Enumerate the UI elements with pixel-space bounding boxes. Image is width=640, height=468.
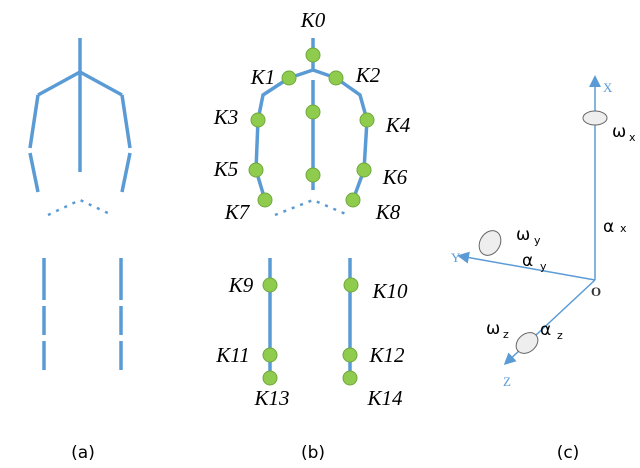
keypoint-label: K12 bbox=[368, 343, 405, 367]
figure: K0 K1 K2 K3 K4 K5 K6 K7 K8 K9 K10 K11 K1… bbox=[0, 0, 640, 468]
keypoint bbox=[343, 348, 357, 362]
keypoint-label: K14 bbox=[366, 386, 403, 410]
keypoint bbox=[357, 163, 371, 177]
stick-figure bbox=[30, 38, 130, 370]
caption: (a) bbox=[71, 443, 95, 463]
keypoint bbox=[343, 371, 357, 385]
alpha-label: α bbox=[522, 251, 533, 271]
keypoint-label: K0 bbox=[300, 8, 326, 32]
keypoint bbox=[344, 278, 358, 292]
keypoint bbox=[263, 371, 277, 385]
rotation-icon bbox=[475, 227, 505, 260]
keypoint-label: K9 bbox=[228, 273, 254, 297]
keypoint-label: K2 bbox=[355, 63, 381, 87]
keypoint bbox=[306, 168, 320, 182]
axis-label: Z bbox=[503, 374, 511, 389]
caption: (b) bbox=[301, 443, 325, 463]
keypoint-label: K3 bbox=[213, 105, 239, 129]
axis-label: Y bbox=[451, 250, 461, 265]
omega-label: ω bbox=[486, 319, 500, 339]
axis-label: X bbox=[603, 80, 613, 95]
keypoint bbox=[306, 105, 320, 119]
skeleton: K0 K1 K2 K3 K4 K5 K6 K7 K8 K9 K10 K11 K1… bbox=[213, 8, 411, 410]
keypoint bbox=[282, 71, 296, 85]
keypoint bbox=[360, 113, 374, 127]
alpha-subscript: y bbox=[540, 260, 547, 273]
omega-label: ω bbox=[612, 122, 626, 142]
caption: (c) bbox=[557, 443, 580, 463]
keypoint-label: K6 bbox=[382, 165, 408, 189]
omega-subscript: x bbox=[629, 131, 636, 144]
alpha-subscript: z bbox=[557, 329, 563, 342]
keypoint bbox=[329, 71, 343, 85]
keypoint-label: K13 bbox=[253, 386, 289, 410]
alpha-subscript: x bbox=[620, 222, 627, 235]
keypoint bbox=[306, 48, 320, 62]
keypoint-label: K11 bbox=[215, 343, 249, 367]
keypoint-label: K7 bbox=[224, 200, 251, 224]
omega-label: ω bbox=[516, 225, 530, 245]
alpha-label: α bbox=[603, 217, 614, 237]
keypoint-label: K8 bbox=[375, 200, 401, 224]
keypoint-label: K4 bbox=[385, 113, 411, 137]
keypoint bbox=[258, 193, 272, 207]
origin-label: O bbox=[591, 284, 601, 299]
omega-subscript: z bbox=[503, 328, 509, 341]
keypoint bbox=[263, 348, 277, 362]
keypoint bbox=[263, 278, 277, 292]
omega-subscript: y bbox=[534, 234, 541, 247]
alpha-label: α bbox=[540, 320, 551, 340]
keypoint-label: K5 bbox=[213, 157, 239, 181]
coordinate-frame: X Y Z O ω x α x ω y α y ω z α z bbox=[451, 78, 636, 389]
keypoint-label: K10 bbox=[371, 279, 408, 303]
keypoint bbox=[249, 163, 263, 177]
keypoint-label: K1 bbox=[250, 65, 276, 89]
rotation-icon bbox=[583, 111, 607, 125]
keypoint bbox=[346, 193, 360, 207]
keypoint bbox=[251, 113, 265, 127]
